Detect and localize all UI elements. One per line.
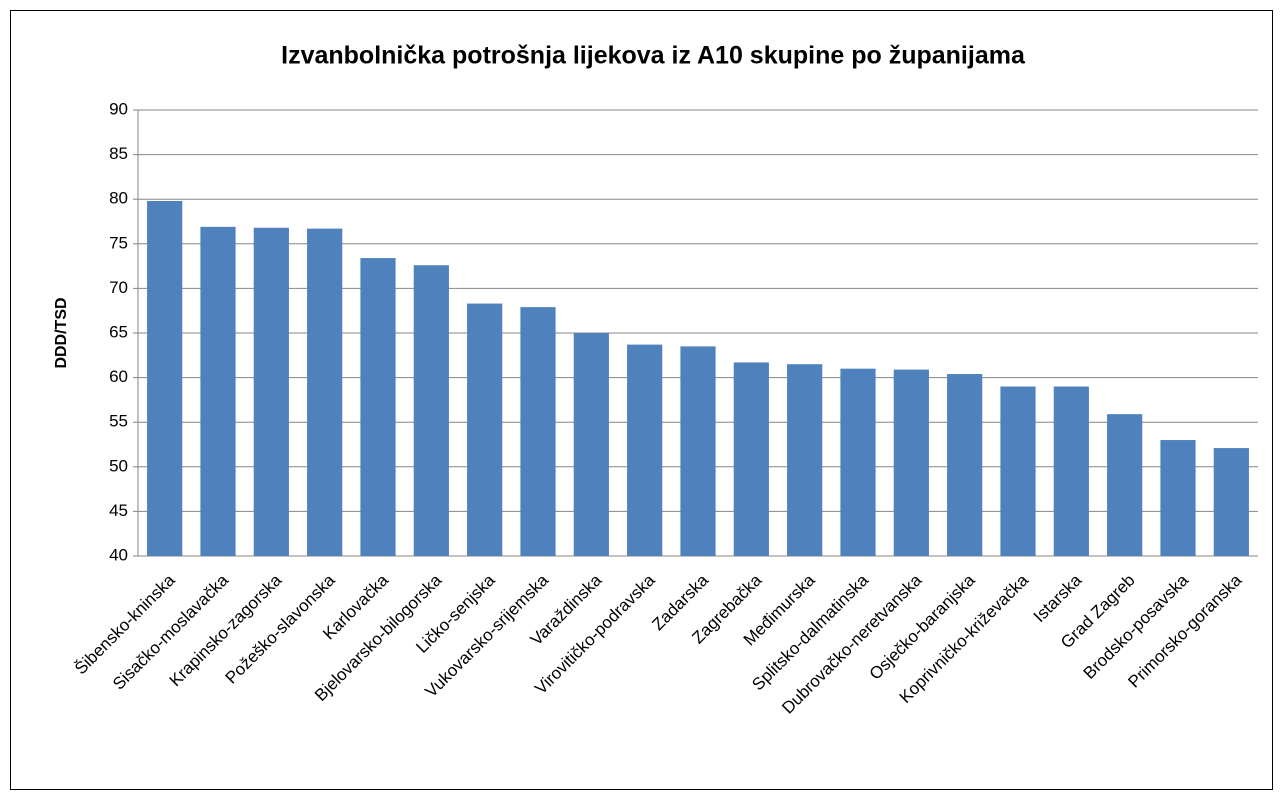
- bar: [307, 228, 343, 557]
- y-tick-label: 45: [109, 501, 128, 520]
- bar: [1107, 414, 1143, 556]
- bar: [1053, 386, 1089, 556]
- bar: [733, 362, 769, 556]
- bar: [413, 265, 449, 556]
- bar: [1213, 448, 1249, 556]
- bar: [573, 333, 609, 556]
- bar: [147, 200, 183, 556]
- y-axis-label: DDD/TSD: [53, 297, 70, 368]
- bar: [893, 369, 929, 556]
- y-tick-label: 75: [109, 233, 128, 252]
- y-tick-label: 70: [109, 278, 128, 297]
- y-tick-label: 40: [109, 545, 128, 564]
- y-tick-label: 55: [109, 412, 128, 431]
- bar: [467, 303, 503, 556]
- bar: [947, 374, 983, 556]
- bar: [1000, 386, 1036, 556]
- bar: [627, 344, 663, 556]
- bar: [840, 368, 876, 556]
- bar: [360, 258, 396, 556]
- bar: [1160, 440, 1196, 556]
- bar: [253, 227, 289, 556]
- y-tick-label: 60: [109, 367, 128, 386]
- bar: [680, 346, 716, 556]
- bar: [520, 307, 556, 556]
- y-tick-label: 80: [109, 189, 128, 208]
- y-tick-label: 50: [109, 456, 128, 475]
- bar: [787, 364, 823, 556]
- y-tick-label: 90: [109, 99, 128, 118]
- y-tick-label: 85: [109, 144, 128, 163]
- bar: [200, 226, 236, 557]
- chart-title: Izvanbolnička potrošnja lijekova iz A10 …: [281, 42, 1026, 70]
- y-tick-label: 65: [109, 322, 128, 341]
